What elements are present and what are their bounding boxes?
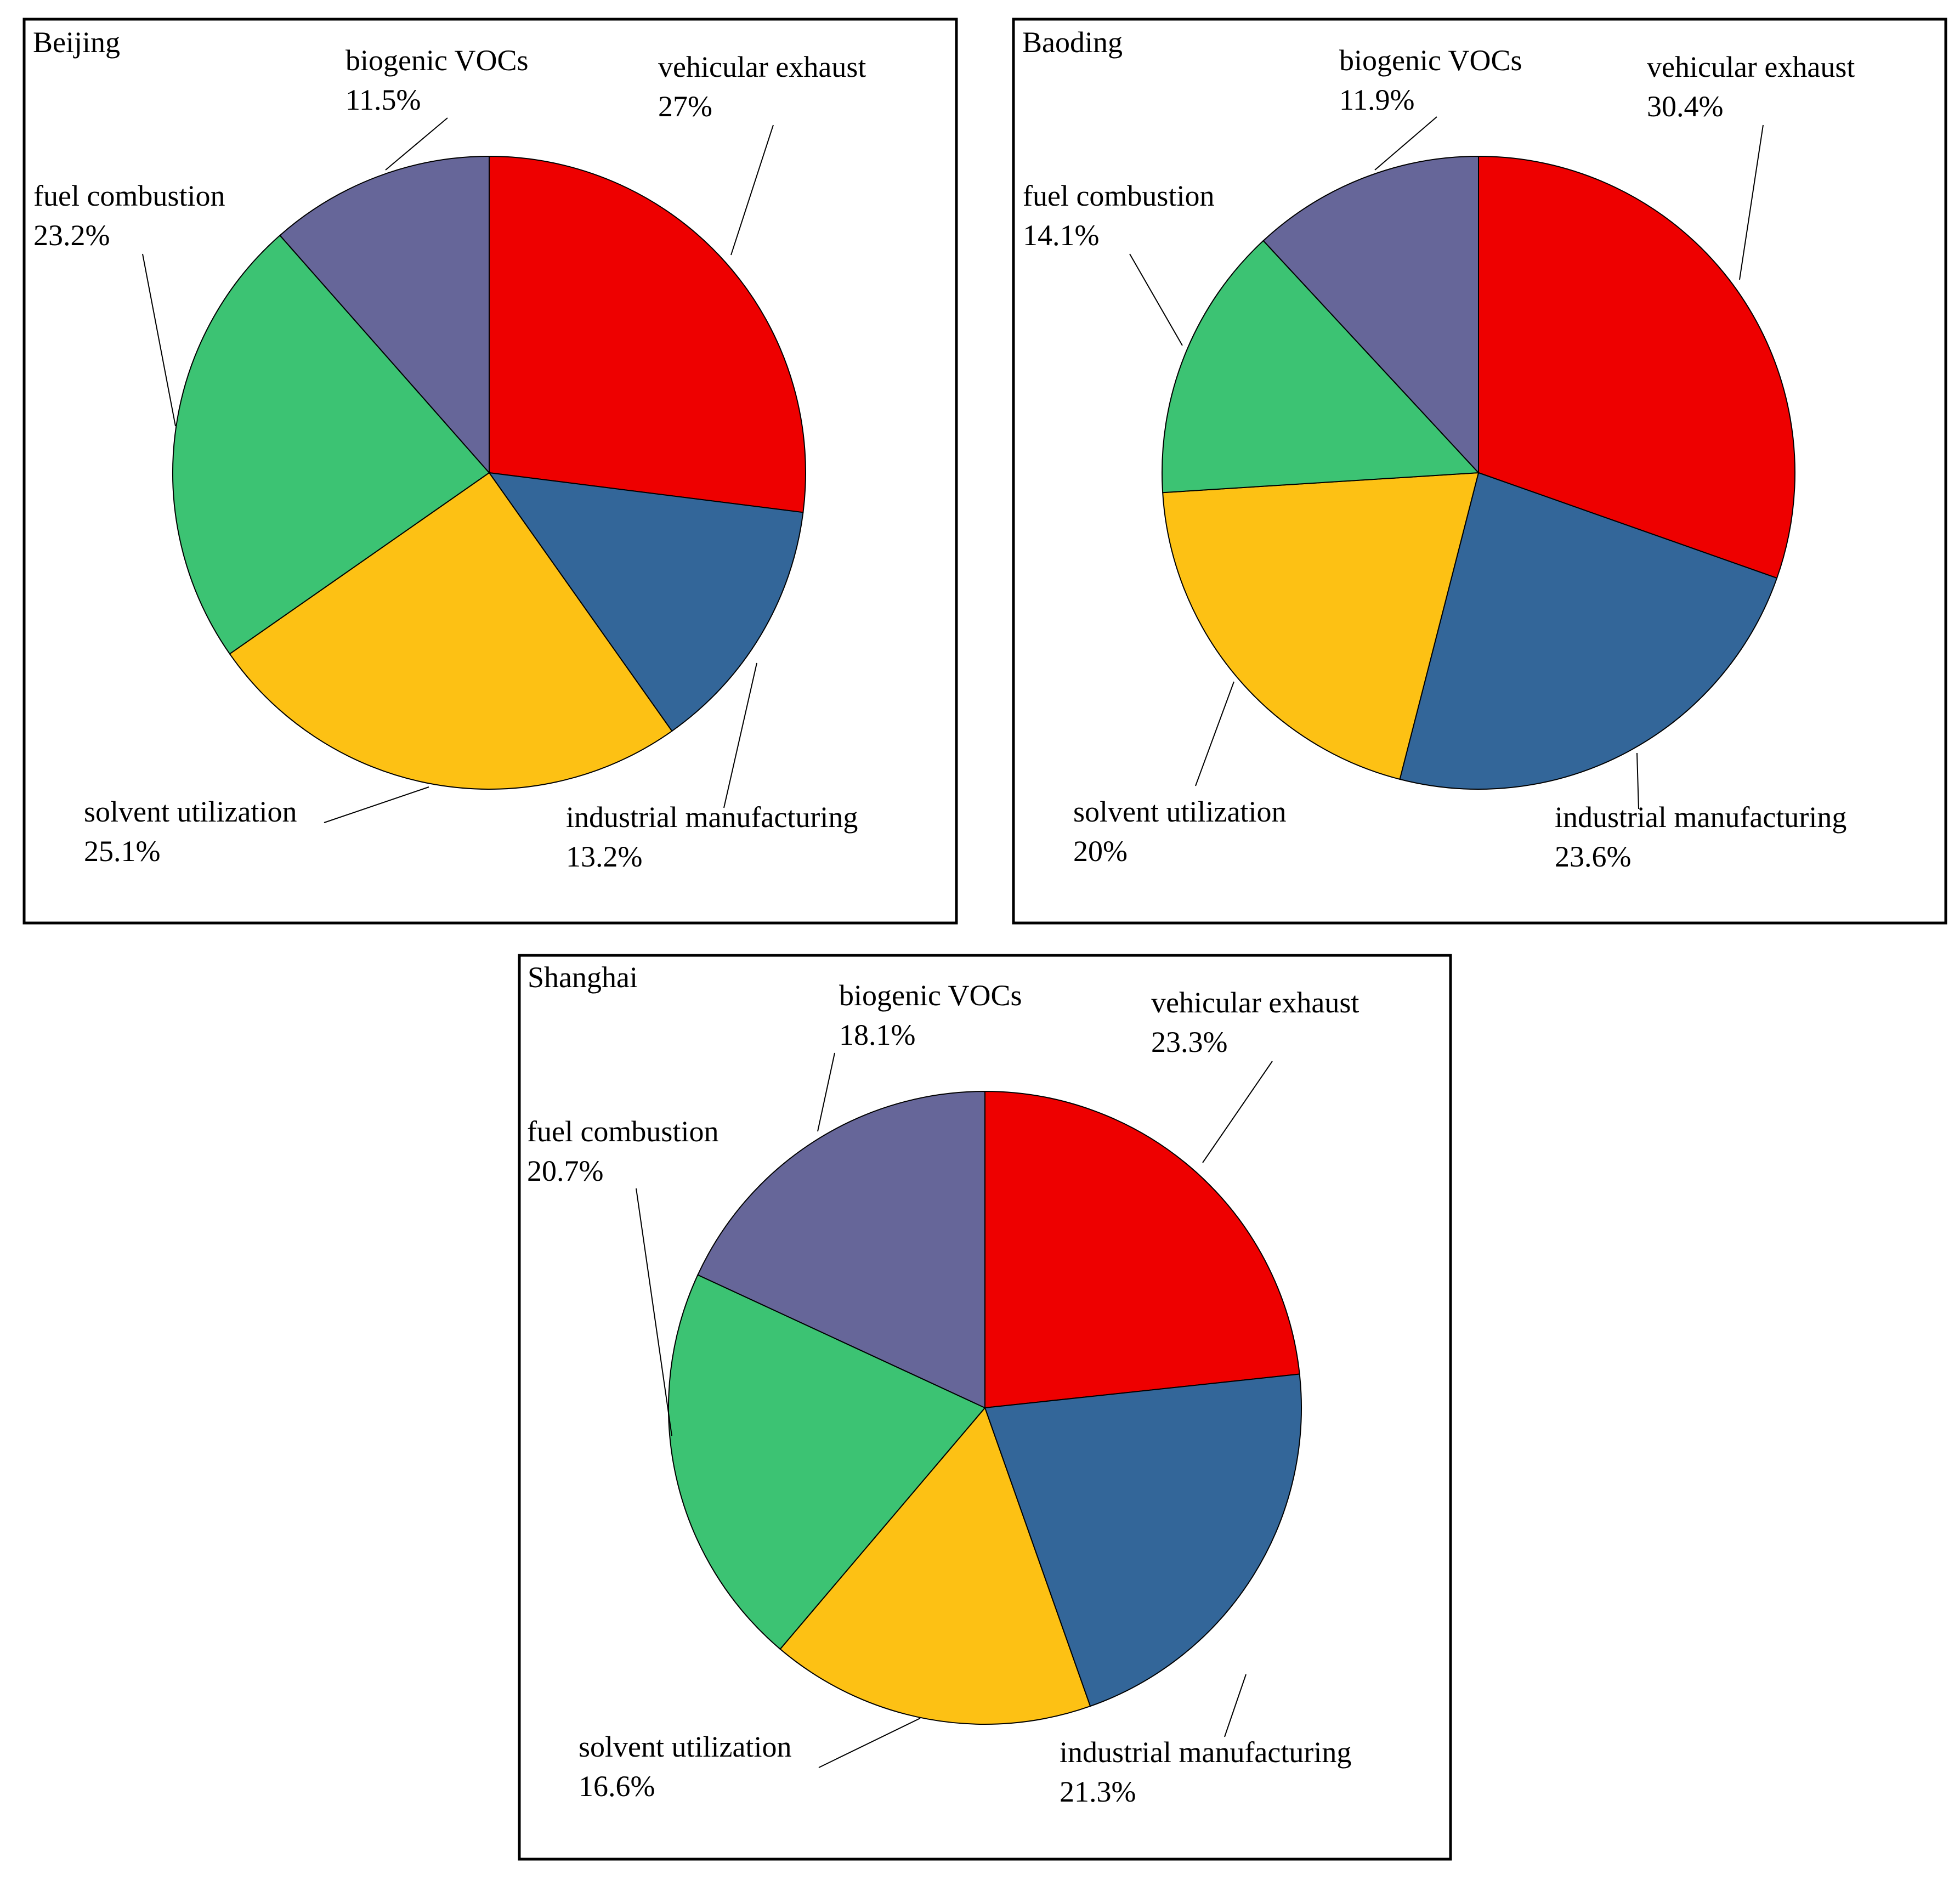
leader-line-vehicular-exhaust <box>1739 124 1764 280</box>
leader-line-solvent-utilization <box>818 1718 921 1768</box>
panel-frame <box>1012 18 1947 925</box>
slice-value-fuel-combustion: 23.2% <box>33 219 110 252</box>
leader-line-biogenic-vocs <box>817 1052 835 1132</box>
pie-slice-solvent-utilization <box>779 1407 1091 1725</box>
slice-label-vehicular-exhaust: vehicular exhaust <box>658 50 866 83</box>
slice-value-biogenic-vocs: 18.1% <box>839 1018 915 1051</box>
pie-slice-industrial-manufacturing <box>488 472 804 732</box>
panel-beijing: Beijing vehicular exhaust 27% industrial m… <box>22 18 958 925</box>
pie-slice-solvent-utilization <box>229 472 673 790</box>
slice-value-vehicular-exhaust: 23.3% <box>1151 1026 1227 1058</box>
slice-label-fuel-combustion: fuel combustion <box>33 179 225 212</box>
chart-title: Shanghai <box>528 961 638 994</box>
slice-value-industrial-manufacturing: 23.6% <box>1555 840 1631 873</box>
slice-value-vehicular-exhaust: 30.4% <box>1647 90 1723 123</box>
leader-line-biogenic-vocs <box>1374 116 1437 171</box>
slice-label-biogenic-vocs: biogenic VOCs <box>1339 44 1522 77</box>
pie-slice-biogenic-vocs <box>279 155 490 474</box>
pie <box>172 155 806 790</box>
slice-label-industrial-manufacturing: industrial manufacturing <box>566 801 858 834</box>
slice-value-solvent-utilization: 25.1% <box>84 835 160 868</box>
leader-line-fuel-combustion <box>636 1188 672 1436</box>
slice-label-solvent-utilization: solvent utilization <box>1073 795 1286 828</box>
slice-value-solvent-utilization: 16.6% <box>579 1770 655 1803</box>
pie-slice-biogenic-vocs <box>1262 155 1479 474</box>
leader-line-vehicular-exhaust <box>730 124 774 256</box>
slice-value-biogenic-vocs: 11.5% <box>345 83 421 116</box>
leader-line-biogenic-vocs <box>385 117 448 171</box>
slice-label-solvent-utilization: solvent utilization <box>84 795 297 828</box>
pie-slice-solvent-utilization <box>1162 472 1480 780</box>
panel-shanghai: Shanghai vehicular exhaust 23.3% industria… <box>518 954 1452 1861</box>
pie-slice-vehicular-exhaust <box>489 155 806 513</box>
panel-baoding: Baoding vehicular exhaust 30.4% industrial… <box>1012 18 1947 925</box>
slice-value-fuel-combustion: 14.1% <box>1023 219 1099 252</box>
pie-slice-vehicular-exhaust <box>984 1090 1300 1409</box>
leader-line-industrial-manufacturing <box>1636 752 1639 809</box>
pie-slice-fuel-combustion <box>1162 240 1480 494</box>
leader-line-fuel-combustion <box>142 253 176 427</box>
pie <box>1162 155 1796 790</box>
pie <box>668 1090 1302 1725</box>
pie-slice-industrial-manufacturing <box>984 1373 1302 1707</box>
pie-slice-fuel-combustion <box>172 234 490 655</box>
slice-value-solvent-utilization: 20% <box>1073 835 1128 868</box>
slice-value-fuel-combustion: 20.7% <box>527 1154 603 1187</box>
leader-line-fuel-combustion <box>1129 253 1183 346</box>
slice-label-fuel-combustion: fuel combustion <box>527 1115 718 1148</box>
chart-title: Baoding <box>1022 26 1123 59</box>
slice-value-biogenic-vocs: 11.9% <box>1339 83 1414 116</box>
slice-value-industrial-manufacturing: 13.2% <box>566 840 642 873</box>
panel-frame <box>518 954 1452 1861</box>
chart-title: Beijing <box>33 26 120 59</box>
pie-slice-vehicular-exhaust <box>1478 155 1796 579</box>
pie-slice-biogenic-vocs <box>697 1090 985 1409</box>
pie-slice-industrial-manufacturing <box>1399 472 1778 790</box>
leader-line-solvent-utilization <box>1195 681 1234 786</box>
panel-frame <box>22 18 958 925</box>
slice-label-vehicular-exhaust: vehicular exhaust <box>1151 986 1359 1019</box>
leader-line-solvent-utilization <box>324 786 429 823</box>
slice-value-industrial-manufacturing: 21.3% <box>1060 1775 1136 1808</box>
slice-label-industrial-manufacturing: industrial manufacturing <box>1555 801 1846 834</box>
leader-line-industrial-manufacturing <box>1224 1674 1247 1737</box>
slice-label-biogenic-vocs: biogenic VOCs <box>839 979 1022 1012</box>
leader-line-industrial-manufacturing <box>723 662 757 808</box>
leader-line-vehicular-exhaust <box>1202 1061 1273 1163</box>
slice-label-solvent-utilization: solvent utilization <box>579 1730 791 1763</box>
slice-label-fuel-combustion: fuel combustion <box>1023 179 1214 212</box>
slice-value-vehicular-exhaust: 27% <box>658 90 712 123</box>
slice-label-vehicular-exhaust: vehicular exhaust <box>1647 50 1855 83</box>
pie-slice-fuel-combustion <box>668 1274 986 1650</box>
slice-label-industrial-manufacturing: industrial manufacturing <box>1060 1736 1351 1769</box>
slice-label-biogenic-vocs: biogenic VOCs <box>345 44 529 77</box>
